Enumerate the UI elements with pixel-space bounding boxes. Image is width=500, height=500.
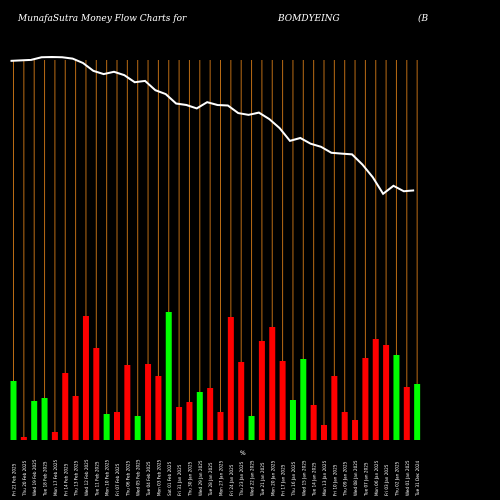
chart-title-suffix: (B [418, 14, 429, 24]
x-tick-label: Mon 13 Jan 2025 [322, 460, 327, 496]
money-flow-bar [114, 412, 120, 440]
x-tick-label: Wed 22 Jan 2025 [250, 460, 255, 496]
money-flow-bar [196, 392, 203, 440]
money-flow-bar [176, 407, 183, 440]
x-tick-label: Thu 20 Feb 2025 [22, 460, 27, 497]
x-tick-label: Tue 07 Jan 2025 [363, 462, 368, 497]
money-flow-bar [51, 432, 58, 440]
x-tick-label: Fri 10 Jan 2025 [332, 464, 337, 496]
money-flow-bar [352, 420, 359, 440]
x-tick-label: Wed 29 Jan 2025 [198, 460, 203, 496]
x-tick-label: Thu 13 Feb 2025 [74, 460, 79, 497]
money-flow-bar [331, 376, 338, 440]
money-flow-bar [62, 373, 69, 440]
x-tick-label: Thu 09 Jan 2025 [343, 461, 348, 497]
money-flow-bar [93, 348, 100, 440]
x-tick-label: Fri 14 Feb 2025 [63, 463, 68, 496]
money-flow-bar [31, 401, 38, 440]
chart-title: MunafaSutra Money Flow Charts for [18, 14, 187, 24]
x-tick-label: Fri 17 Jan 2025 [281, 464, 286, 496]
x-tick-label: Tue 18 Feb 2025 [43, 461, 48, 497]
money-flow-bar [227, 317, 234, 440]
axis-marker: % [240, 450, 246, 457]
money-flow-bar [341, 412, 348, 440]
money-flow-bar [414, 384, 421, 440]
money-flow-bar [155, 376, 162, 440]
x-tick-label: Mon 17 Feb 2025 [53, 459, 58, 496]
x-tick-label: Tue 31 Dec 2024 [415, 460, 420, 497]
money-flow-bar [217, 412, 224, 440]
x-tick-label: Thu 16 Jan 2025 [291, 461, 296, 497]
x-tick-label: Sat 01 Feb 2025 [167, 461, 172, 496]
money-flow-bar [310, 405, 317, 440]
x-tick-labels: Fri 21 Feb 2025 Thu 20 Feb 2025 Wed 19 Feb… [12, 459, 421, 497]
x-tick-label: Tue 28 Jan 2025 [208, 462, 213, 497]
money-flow-bar [383, 345, 390, 440]
x-tick-label: Fri 24 Jan 2025 [229, 464, 234, 496]
x-tick-label: Mon 06 Jan 2025 [374, 460, 379, 496]
money-flow-bar [103, 414, 110, 440]
money-flow-bar [82, 316, 89, 440]
money-flow-bar [372, 339, 379, 440]
x-tick-label: Tue 14 Jan 2025 [312, 462, 317, 497]
money-flow-bar [20, 437, 27, 440]
money-flow-bars [10, 312, 421, 440]
x-tick-label: Thu 23 Jan 2025 [239, 461, 244, 497]
x-tick-label: Tue 11 Feb 2025 [94, 461, 99, 497]
x-tick-label: Wed 12 Feb 2025 [84, 459, 89, 496]
price-line [10, 55, 415, 196]
money-flow-bar [269, 327, 276, 440]
money-flow-bar [279, 361, 286, 440]
x-tick-label: Tue 04 Feb 2025 [146, 461, 151, 497]
x-tick-label: Wed 15 Jan 2025 [301, 460, 306, 496]
x-tick-label: Wed 08 Jan 2025 [353, 460, 358, 496]
money-flow-bar [207, 388, 214, 440]
money-flow-bar [186, 402, 193, 440]
money-flow-bar [124, 365, 131, 440]
x-tick-label: Fri 03 Jan 2025 [384, 464, 389, 496]
money-flow-bar [165, 312, 172, 440]
x-tick-label: Mon 03 Feb 2025 [156, 459, 161, 496]
x-tick-label: Thu 30 Jan 2025 [187, 461, 192, 497]
money-flow-bar [321, 425, 327, 440]
money-flow-bar [145, 364, 152, 440]
money-flow-bar [289, 400, 296, 440]
money-flow-bar [10, 381, 17, 440]
x-tick-label: Thu 02 Jan 2025 [394, 461, 399, 497]
x-tick-label: Mon 27 Jan 2025 [219, 460, 224, 496]
x-tick-label: Thu 06 Feb 2025 [125, 460, 130, 497]
x-tick-label: Mon 20 Jan 2025 [270, 460, 275, 496]
x-tick-label: Wed 05 Feb 2025 [136, 459, 141, 496]
money-flow-bar [300, 359, 307, 440]
x-tick-label: Mon 10 Feb 2025 [105, 459, 110, 496]
money-flow-bar [238, 362, 245, 440]
money-flow-bar [248, 416, 255, 440]
gridlines [13, 60, 418, 440]
x-tick-label: Fri 07 Feb 2025 [115, 463, 120, 496]
money-flow-bar [72, 396, 79, 440]
money-flow-bar [362, 358, 369, 440]
x-tick-label: Fri 31 Jan 2025 [177, 464, 182, 496]
money-flow-bar [41, 398, 48, 440]
x-tick-label: Wed 01 Jan 2025 [405, 460, 410, 496]
money-flow-bar [258, 341, 265, 440]
x-tick-label: Wed 19 Feb 2025 [32, 459, 37, 496]
x-tick-label: Tue 21 Jan 2025 [260, 462, 265, 497]
money-flow-bar [393, 355, 400, 440]
x-tick-label: Fri 21 Feb 2025 [12, 463, 17, 496]
money-flow-bar [403, 387, 410, 440]
stock-symbol: BOMDYEING [278, 14, 340, 24]
money-flow-bar [134, 416, 141, 440]
